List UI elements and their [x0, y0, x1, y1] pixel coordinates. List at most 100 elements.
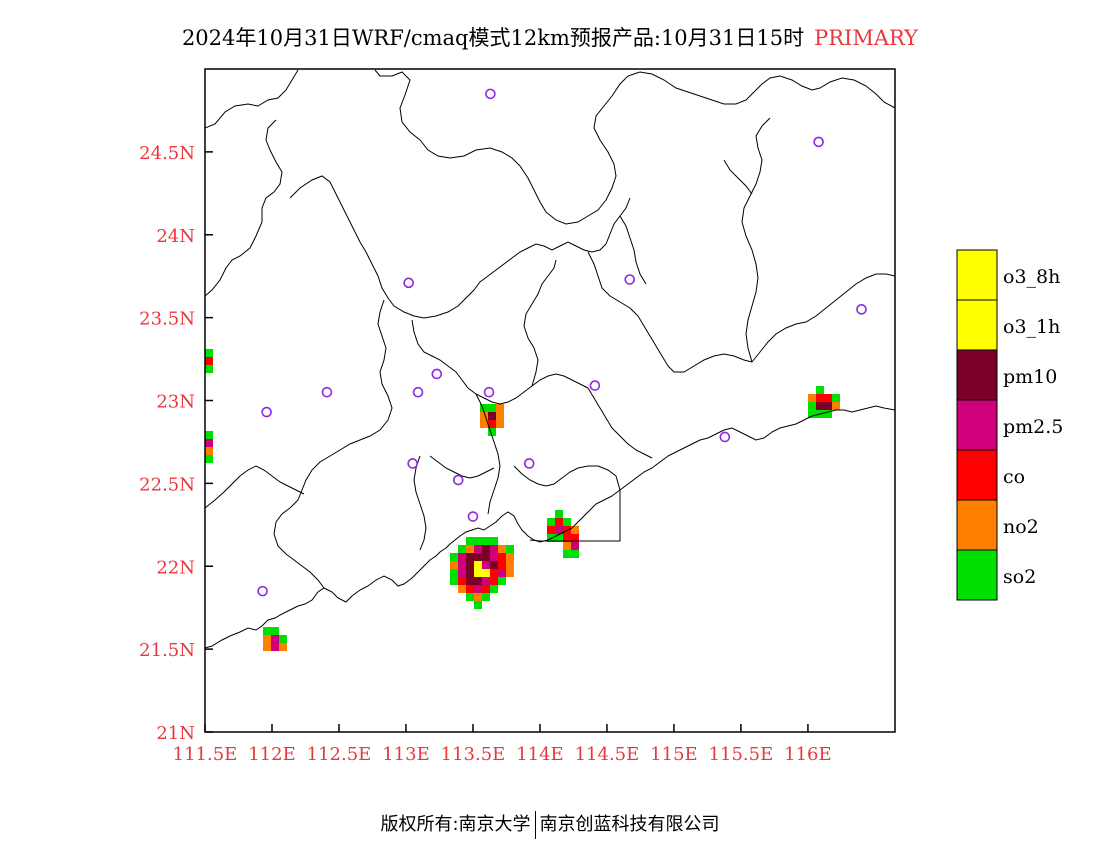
pollutant-cell: [490, 585, 498, 593]
pollutant-cell: [488, 420, 496, 428]
pollutant-cell: [563, 534, 571, 542]
legend-swatch: [956, 299, 998, 351]
pollutant-cell: [488, 428, 496, 436]
pollutant-cell: [808, 402, 816, 410]
legend-label: pm10: [1003, 366, 1057, 388]
y-tick-label: 24.5N: [139, 143, 195, 164]
x-tick-label: 115.5E: [709, 744, 774, 765]
pollutant-cell: [458, 553, 466, 561]
legend-swatch: [956, 349, 998, 401]
pollutant-cell: [466, 577, 474, 585]
legend-label: co: [1003, 466, 1025, 488]
plot-frame: [204, 68, 896, 733]
pollutant-cell: [474, 569, 482, 577]
station-marker: [431, 368, 443, 380]
pollutant-cell: [466, 561, 474, 569]
pollutant-cell: [458, 577, 466, 585]
station-marker: [589, 380, 601, 391]
pollutant-cell: [498, 545, 506, 553]
pollutant-cell: [824, 394, 832, 402]
pollutant-cell: [498, 577, 506, 585]
pollutant-cell: [474, 545, 482, 553]
pollutant-cell: [458, 585, 466, 593]
legend-label: no2: [1003, 516, 1039, 538]
x-tick-label: 113.5E: [441, 744, 506, 765]
pollutant-cell: [482, 545, 490, 553]
x-tick-label: 112E: [248, 744, 296, 765]
y-tick-label: 21.5N: [139, 640, 195, 661]
pollutant-cell: [555, 510, 563, 518]
pollutant-cell: [474, 537, 482, 545]
station-marker: [624, 274, 636, 285]
chart-title: 2024年10月31日WRF/cmaq模式12km预报产品:10月31日15时 P…: [0, 22, 1100, 52]
pollutant-cell: [498, 561, 506, 569]
pollutant-cell: [482, 561, 490, 569]
pollutant-cell: [279, 643, 287, 651]
legend-swatch: [956, 399, 998, 451]
pollutant-cell: [496, 412, 504, 420]
pollutant-cell: [263, 627, 271, 635]
y-tick-label: 23.5N: [139, 309, 195, 330]
station-marker: [321, 386, 333, 398]
pollutant-cell: [482, 577, 490, 585]
y-tick-label: 24N: [156, 226, 195, 247]
pollutant-cell: [263, 635, 271, 643]
pollutant-cell: [824, 410, 832, 418]
station-marker: [523, 458, 535, 469]
station-marker: [452, 474, 464, 486]
pollutant-cell: [832, 402, 840, 410]
pollutant-cell: [506, 569, 514, 577]
pollutant-cell: [816, 402, 824, 410]
pollutant-cell: [571, 550, 579, 558]
station-marker: [483, 386, 495, 398]
pollutant-cell: [466, 593, 474, 601]
pollutant-cell: [506, 545, 514, 553]
legend-label: so2: [1003, 566, 1036, 588]
pollutant-cell: [496, 404, 504, 412]
legend-swatch: [956, 499, 998, 551]
legend-label: pm2.5: [1003, 416, 1063, 438]
pollutant-cell: [205, 357, 213, 365]
pollutant-cell: [490, 545, 498, 553]
pollutant-cell: [824, 402, 832, 410]
pollutant-cell: [466, 553, 474, 561]
pollutant-cell: [205, 439, 213, 447]
pollutant-cell: [563, 550, 571, 558]
pollutant-cell: [466, 537, 474, 545]
legend-label: o3_1h: [1003, 316, 1060, 338]
x-tick-label: 112.5E: [307, 744, 372, 765]
pollutant-cell: [474, 553, 482, 561]
pollutant-cell: [555, 526, 563, 534]
pollutant-cell: [490, 569, 498, 577]
pollutant-cell: [480, 412, 488, 420]
pollutant-cell: [271, 627, 279, 635]
x-tick-label: 115E: [650, 744, 698, 765]
legend: o3_8h o3_1h pm10 pm2.5 co no2 so2: [956, 249, 1063, 601]
x-tick-label: 113E: [382, 744, 430, 765]
station-marker: [485, 88, 496, 100]
x-axis: 111.5E 112E 112.5E 113E 113.5E 114E 114.5E 115E…: [173, 724, 832, 765]
legend-swatch: [956, 449, 998, 501]
pollutant-cell: [832, 394, 840, 402]
title-main: 2024年10月31日WRF/cmaq模式12km预报产品:10月31日15时: [181, 26, 805, 50]
pollutant-cell: [547, 526, 555, 534]
y-tick-label: 21N: [156, 723, 195, 744]
y-tick-label: 22.5N: [139, 474, 195, 495]
pollutant-cell: [205, 447, 213, 455]
pollutant-cell: [458, 561, 466, 569]
station-marker: [257, 585, 268, 597]
pollutant-cell: [488, 412, 496, 420]
x-tick-label: 114E: [516, 744, 564, 765]
x-tick-label: 116E: [784, 744, 832, 765]
station-marker: [403, 277, 414, 289]
footer-separator: [534, 811, 536, 839]
station-marker: [412, 386, 424, 398]
title-primary-tag: PRIMARY: [814, 26, 919, 50]
pollutant-cell: [450, 561, 458, 569]
pollutant-cell: [482, 569, 490, 577]
pollutant-cell: [571, 526, 579, 534]
pollutant-cell: [466, 569, 474, 577]
pollutant-cell: [474, 585, 482, 593]
footer-right: 南京创蓝科技有限公司: [539, 814, 720, 835]
station-marker: [813, 136, 824, 148]
